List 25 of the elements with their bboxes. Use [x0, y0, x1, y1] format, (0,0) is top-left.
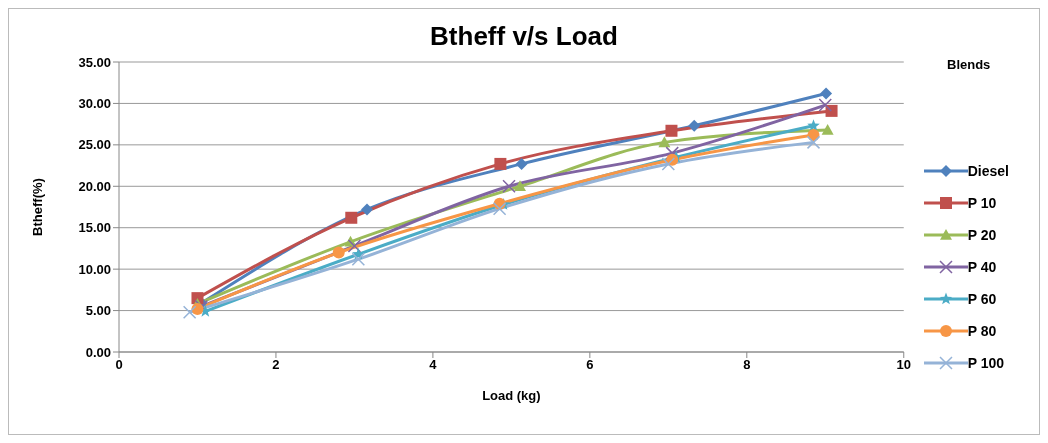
legend-title: Blends — [947, 57, 991, 72]
chart-title: Btheff v/s Load — [429, 21, 619, 52]
legend-label: P 20 — [967, 227, 997, 243]
y-tick-label: 35.00 — [78, 54, 111, 70]
x-tick-label: 6 — [586, 357, 594, 373]
y-tick-label: 30.00 — [78, 96, 111, 112]
x-tick-label: 0 — [115, 357, 123, 373]
legend-label: P 100 — [967, 355, 1005, 371]
x-tick-label: 4 — [429, 357, 438, 373]
y-axis-title: Btheff(%) — [29, 178, 45, 236]
y-tick-label: 5.00 — [85, 303, 111, 319]
y-tick-label: 20.00 — [78, 178, 111, 194]
y-tick-label: 0.00 — [85, 344, 111, 360]
y-tick-label: 25.00 — [78, 137, 111, 153]
legend-label: P 10 — [967, 195, 997, 211]
y-tick-label: 10.00 — [78, 261, 111, 277]
x-tick-label: 8 — [743, 357, 751, 373]
legend-label: Diesel — [967, 163, 1009, 179]
x-tick-label: 10 — [896, 357, 911, 373]
legend-label: P 40 — [967, 259, 997, 275]
y-tick-label: 15.00 — [78, 220, 111, 236]
x-axis-title: Load (kg) — [482, 388, 541, 403]
legend-label: P 60 — [967, 291, 997, 307]
x-tick-label: 2 — [272, 357, 280, 373]
legend-label: P 80 — [967, 323, 997, 339]
